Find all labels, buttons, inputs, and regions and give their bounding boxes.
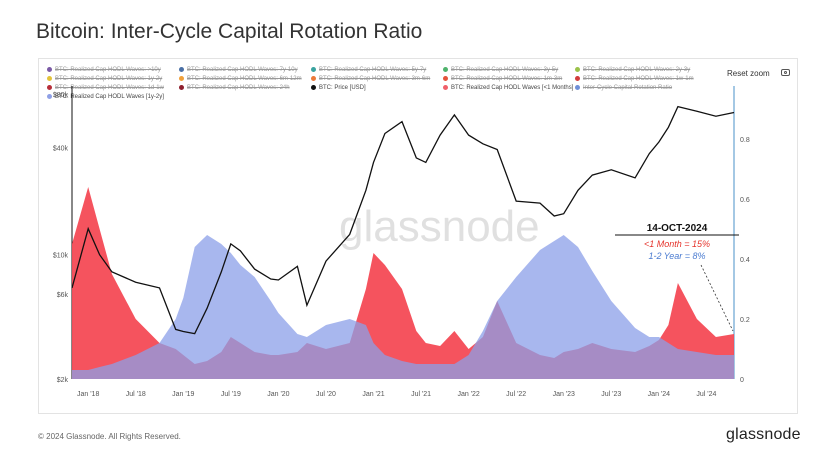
watermark-text: glassnode bbox=[339, 202, 540, 251]
x-tick-label: Jul '24 bbox=[696, 391, 716, 398]
legend-dot-icon bbox=[179, 85, 184, 90]
legend-label: BTC: Realized Cap HODL Waves [<1 Months] bbox=[451, 85, 574, 92]
camera-icon[interactable] bbox=[781, 69, 790, 76]
glassnode-logo: glassnode bbox=[726, 426, 801, 443]
legend-dot-icon bbox=[311, 67, 316, 72]
x-tick-label: Jan '22 bbox=[457, 391, 479, 398]
legend-label: BTC: Realized Cap HODL Waves: 3m-6m bbox=[319, 76, 431, 83]
y-right-tick-label: 0 bbox=[740, 377, 744, 384]
legend-dot-icon bbox=[575, 76, 580, 81]
annotation-pointer bbox=[700, 264, 734, 332]
x-tick-label: Jul '22 bbox=[506, 391, 526, 398]
legend-dot-icon bbox=[443, 67, 448, 72]
legend-dot-icon bbox=[47, 76, 52, 81]
x-tick-label: Jul '21 bbox=[411, 391, 431, 398]
legend-item[interactable]: BTC: Realized Cap HODL Waves: 3m-6m bbox=[311, 76, 430, 82]
legend-label: BTC: Realized Cap HODL Waves: 1y-2y bbox=[55, 76, 163, 83]
legend-item[interactable]: BTC: Realized Cap HODL Waves: 1y-2y bbox=[47, 76, 162, 82]
reset-zoom-button[interactable]: Reset zoom bbox=[727, 69, 770, 78]
chart-frame: BTC: Realized Cap HODL Waves: >10y BTC: R… bbox=[38, 58, 798, 414]
x-tick-label: Jan '23 bbox=[553, 391, 575, 398]
legend-item[interactable]: BTC: Realized Cap HODL Waves: 1w-1m bbox=[575, 76, 694, 82]
legend-item[interactable]: BTC: Realized Cap HODL Waves: 5y-7y bbox=[311, 67, 426, 73]
y-right-tick-label: 0.4 bbox=[740, 257, 750, 264]
legend-item[interactable]: Inter-Cycle Capital Rotation Ratio bbox=[575, 85, 672, 91]
legend-dot-icon bbox=[179, 67, 184, 72]
legend-dot-icon bbox=[311, 76, 316, 81]
legend-label: BTC: Realized Cap HODL Waves: 1d-1w bbox=[55, 85, 164, 92]
legend-label: BTC: Realized Cap HODL Waves: 3y-5y bbox=[451, 67, 559, 74]
y-left-tick-label: $2k bbox=[57, 377, 69, 384]
legend-label: BTC: Realized Cap HODL Waves: 1m-3m bbox=[451, 76, 563, 83]
legend-label: Inter-Cycle Capital Rotation Ratio bbox=[583, 85, 673, 92]
legend-label: BTC: Realized Cap HODL Waves: 2y-3y bbox=[583, 67, 691, 74]
x-tick-label: Jan '19 bbox=[172, 391, 194, 398]
legend-dot-icon bbox=[311, 85, 316, 90]
legend-label: BTC: Realized Cap HODL Waves: 5y-7y bbox=[319, 67, 427, 74]
annotation-date: 14-OCT-2024 bbox=[647, 223, 708, 234]
legend-label: BTC: Realized Cap HODL Waves: 24h bbox=[187, 85, 290, 92]
series-line-price bbox=[71, 105, 735, 335]
legend-item[interactable]: BTC: Price [USD] bbox=[311, 85, 366, 91]
legend-item[interactable]: BTC: Realized Cap HODL Waves: 1d-1w bbox=[47, 85, 164, 91]
legend-label: BTC: Realized Cap HODL Waves: 7y-10y bbox=[187, 67, 298, 74]
x-tick-label: Jul '18 bbox=[126, 391, 146, 398]
x-tick-label: Jan '18 bbox=[77, 391, 99, 398]
legend-dot-icon bbox=[443, 76, 448, 81]
legend-label: BTC: Price [USD] bbox=[319, 85, 366, 92]
legend-dot-icon bbox=[575, 85, 580, 90]
copyright-text: © 2024 Glassnode. All Rights Reserved. bbox=[38, 432, 181, 441]
y-left-tick-label: $40k bbox=[53, 146, 69, 153]
legend-item[interactable]: BTC: Realized Cap HODL Waves: 6m-12m bbox=[179, 76, 302, 82]
y-left-tick-label: $10k bbox=[53, 253, 69, 260]
x-tick-label: Jan '21 bbox=[362, 391, 384, 398]
y-right-tick-label: 0.2 bbox=[740, 317, 750, 324]
y-left-tick-label: $80k bbox=[53, 92, 69, 99]
legend-dot-icon bbox=[47, 85, 52, 90]
legend-item[interactable]: BTC: Realized Cap HODL Waves: 1m-3m bbox=[443, 76, 562, 82]
annotation-1y2y: 1-2 Year = 8% bbox=[648, 251, 705, 261]
x-tick-label: Jan '24 bbox=[648, 391, 670, 398]
legend-dot-icon bbox=[575, 67, 580, 72]
legend-dot-icon bbox=[443, 85, 448, 90]
legend-label: BTC: Realized Cap HODL Waves: 6m-12m bbox=[187, 76, 302, 83]
x-tick-label: Jul '23 bbox=[601, 391, 621, 398]
legend-label: BTC: Realized Cap HODL Waves: 1w-1m bbox=[583, 76, 694, 83]
x-tick-label: Jan '20 bbox=[267, 391, 289, 398]
legend-label: BTC: Realized Cap HODL Waves: >10y bbox=[55, 67, 161, 74]
y-right-tick-label: 0.8 bbox=[740, 137, 750, 144]
legend-item[interactable]: BTC: Realized Cap HODL Waves: 2y-3y bbox=[575, 67, 690, 73]
legend-dot-icon bbox=[47, 94, 52, 99]
x-tick-label: Jul '19 bbox=[221, 391, 241, 398]
series-area-1y-2y bbox=[72, 235, 734, 379]
legend-dot-icon bbox=[47, 67, 52, 72]
legend-item[interactable]: BTC: Realized Cap HODL Waves [<1 Months] bbox=[443, 85, 573, 91]
legend-item[interactable]: BTC: Realized Cap HODL Waves: >10y bbox=[47, 67, 161, 73]
x-tick-label: Jul '20 bbox=[316, 391, 336, 398]
legend-label: BTC: Realized Cap HODL Waves [1y-2y] bbox=[55, 94, 164, 101]
page-title: Bitcoin: Inter-Cycle Capital Rotation Ra… bbox=[36, 20, 423, 43]
legend-dot-icon bbox=[179, 76, 184, 81]
legend-item[interactable]: BTC: Realized Cap HODL Waves: 3y-5y bbox=[443, 67, 558, 73]
legend-item[interactable]: BTC: Realized Cap HODL Waves: 24h bbox=[179, 85, 290, 91]
chart-plot[interactable]: glassnode $2k $6k $10k $40k $80k 0 0.2 0.4 0.6 0.… bbox=[39, 59, 797, 413]
annotation-lt1m: <1 Month = 15% bbox=[644, 239, 710, 249]
y-left-tick-label: $6k bbox=[57, 292, 69, 299]
legend-item[interactable]: BTC: Realized Cap HODL Waves: 7y-10y bbox=[179, 67, 298, 73]
legend-item[interactable]: BTC: Realized Cap HODL Waves [1y-2y] bbox=[47, 94, 164, 100]
y-right-tick-label: 0.6 bbox=[740, 197, 750, 204]
